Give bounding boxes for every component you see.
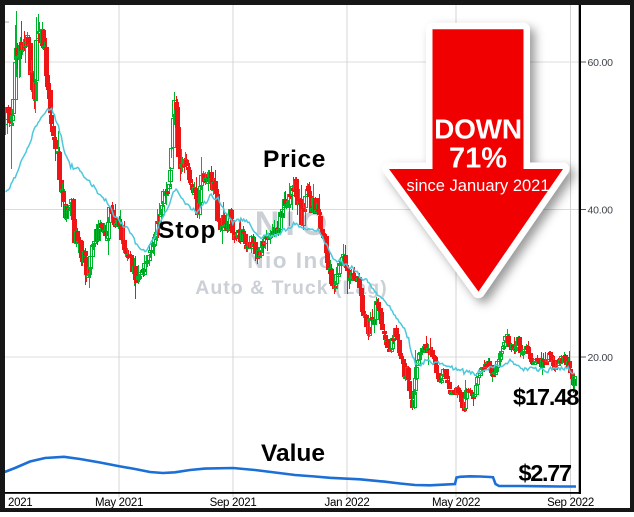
svg-text:71%: 71% [449,143,507,175]
svg-text:40.00: 40.00 [588,205,614,217]
svg-text:May 2022: May 2022 [432,497,480,509]
svg-text:Price: Price [263,146,326,173]
svg-text:20.00: 20.00 [588,352,614,364]
svg-text:Sep 2021: Sep 2021 [210,497,257,509]
svg-text:Stop: Stop [158,217,216,244]
svg-text:Value: Value [261,440,325,467]
svg-text:Jan 2022: Jan 2022 [325,497,370,509]
svg-text:Sep 2022: Sep 2022 [547,497,594,509]
svg-text:60.00: 60.00 [588,57,614,69]
svg-text:May 2021: May 2021 [95,497,143,509]
svg-text:$2.77: $2.77 [519,460,573,486]
svg-text:since January 2021: since January 2021 [406,177,549,195]
svg-text:$17.48: $17.48 [513,384,579,410]
svg-text:DOWN: DOWN [434,114,522,145]
svg-text:2021: 2021 [8,497,32,509]
